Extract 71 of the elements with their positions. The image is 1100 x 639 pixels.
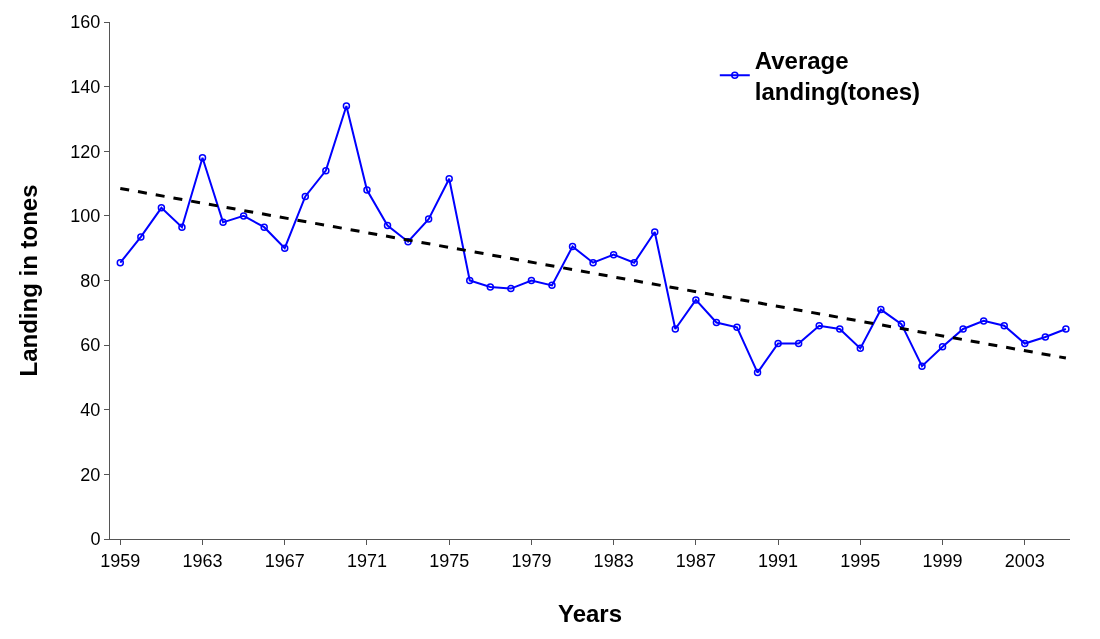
point xyxy=(157,204,166,212)
point xyxy=(568,242,577,251)
point xyxy=(548,281,556,290)
point xyxy=(322,166,330,175)
x-tick-label: 1987 xyxy=(675,550,716,571)
y-tick-label: 60 xyxy=(80,335,101,356)
x-tick-label: 1971 xyxy=(346,550,387,571)
x-tick-label: 1963 xyxy=(182,550,223,571)
point xyxy=(712,318,721,327)
point xyxy=(609,250,618,259)
point xyxy=(692,296,700,304)
point xyxy=(918,362,926,370)
point xyxy=(959,325,967,333)
point xyxy=(178,223,186,231)
point xyxy=(733,323,741,332)
x-tick-label: 1991 xyxy=(758,550,799,571)
x-tick-label: 1995 xyxy=(840,550,881,571)
point xyxy=(651,228,659,236)
legend-label: Average landing(tones) xyxy=(754,46,921,106)
point xyxy=(794,339,803,348)
point xyxy=(1021,339,1029,348)
x-axis-title: Years xyxy=(557,599,623,627)
y-tick-label: 40 xyxy=(80,400,101,421)
point xyxy=(836,325,844,333)
point xyxy=(507,284,515,293)
y-tick-label: 20 xyxy=(80,464,101,485)
point xyxy=(877,305,885,314)
point xyxy=(630,258,638,267)
y-tick-label: 160 xyxy=(70,12,101,33)
y-axis-title: Landing in tones xyxy=(15,184,43,377)
point xyxy=(979,317,988,325)
point xyxy=(589,258,597,267)
x-tick-label: 1983 xyxy=(593,550,634,571)
point xyxy=(671,325,680,333)
point xyxy=(383,221,392,230)
y-tick-label: 80 xyxy=(80,270,101,291)
point xyxy=(938,342,947,351)
point xyxy=(465,276,474,285)
y-tick-label: 100 xyxy=(70,206,101,227)
point xyxy=(116,258,125,267)
point xyxy=(342,102,351,110)
point xyxy=(1000,321,1008,330)
y-tick-label: 140 xyxy=(70,76,101,97)
x-tick-label: 1967 xyxy=(264,550,305,571)
point xyxy=(527,276,536,285)
x-tick-label: 1999 xyxy=(922,550,963,571)
y-tick-label: 120 xyxy=(70,141,101,162)
point xyxy=(897,320,906,328)
point xyxy=(219,218,227,227)
x-tick-label: 1979 xyxy=(511,550,552,571)
point xyxy=(280,244,289,252)
x-tick-label: 1959 xyxy=(100,550,141,571)
point xyxy=(260,223,268,231)
point xyxy=(1062,325,1070,333)
point xyxy=(137,233,145,241)
point xyxy=(363,186,371,194)
point xyxy=(198,153,207,162)
x-tick-label: 2003 xyxy=(1004,550,1045,571)
point xyxy=(753,368,762,377)
point xyxy=(239,212,248,220)
point xyxy=(301,192,310,201)
y-tick-label: 0 xyxy=(90,529,101,550)
point xyxy=(815,321,823,330)
point xyxy=(486,283,495,291)
point xyxy=(856,344,865,353)
x-tick-label: 1975 xyxy=(429,550,470,571)
point xyxy=(404,237,412,246)
point xyxy=(1041,333,1050,341)
point xyxy=(445,174,453,183)
point xyxy=(424,215,433,223)
point xyxy=(774,339,782,348)
